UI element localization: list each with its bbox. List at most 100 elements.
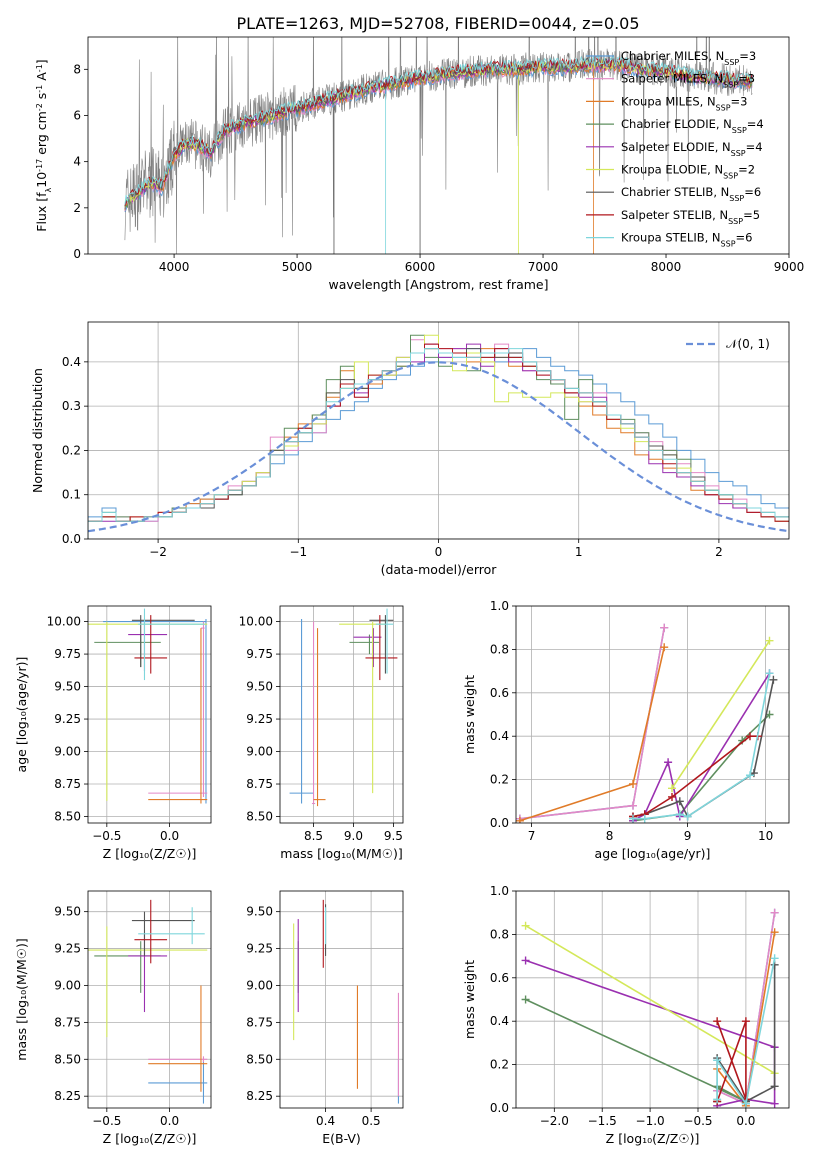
y-tick-label: 9.50 [246,905,273,919]
legend-label: Chabrier ELODIE, NSSP=4 [621,117,764,135]
y-axis-label: mass weight [462,960,477,1039]
y-tick-label: 0.2 [62,443,81,457]
x-tick-label: −0.5 [683,1114,712,1128]
legend-label: Kroupa STELIB, NSSP=6 [621,231,752,249]
x-tick-label: 8000 [651,260,682,274]
x-tick-label: 8 [606,829,614,843]
weight-line [716,1020,747,1102]
y-tick-label: 9.50 [54,680,81,694]
legend-label: Salpeter ELODIE, NSSP=4 [621,140,763,158]
y-tick-label: 9.25 [246,712,273,726]
x-tick-label: 0.0 [160,829,179,843]
y-tick-label: 9.00 [246,978,273,992]
weight-marker [660,643,669,652]
weight-line [632,713,771,822]
y-tick-label: 9.25 [246,942,273,956]
weight-marker [516,816,524,823]
y-tick-label: 9.25 [54,712,81,726]
x-tick-label: −0.5 [92,829,121,843]
y-tick-label: 2 [73,201,81,215]
weight-marker [664,758,673,767]
weight-marker [770,1082,779,1091]
weight-marker [660,623,669,632]
x-tick-label: 9000 [774,260,805,274]
weight-marker [629,779,637,788]
y-axis-label: age [log₁₀(age/yr)] [14,657,29,773]
x-tick-label: −1 [289,545,307,559]
x-tick-label: 7000 [528,260,559,274]
legend-label: Kroupa MILES, NSSP=3 [621,94,747,112]
y-tick-label: 9.00 [54,745,81,759]
y-tick-label: 8.50 [246,1052,273,1066]
plot-area-massweight_vs_Z [516,891,789,1108]
y-tick-label: 0.1 [62,488,81,502]
weight-marker [668,792,676,801]
weight-line [716,958,776,1106]
y-tick-label: 10.00 [47,615,81,629]
x-axis-label: E(B-V) [322,1131,361,1146]
y-tick-label: 0.4 [490,729,509,743]
y-tick-label: 9.00 [54,978,81,992]
y-tick-label: 0.8 [490,927,509,941]
y-tick-label: 0.6 [490,686,509,700]
y-tick-label: 8.25 [246,1089,273,1103]
y-tick-label: 8 [73,62,81,76]
y-tick-label: 0.4 [62,355,81,369]
x-tick-label: 5000 [282,260,313,274]
normal-curve-line [88,361,789,533]
y-axis-label: Flux [fλ10-17 erg cm-2 s-1 A-1] [34,59,53,231]
y-tick-label: 9.50 [246,680,273,694]
x-tick-label: 9 [684,829,692,843]
x-tick-label: −1.0 [636,1114,665,1128]
weight-marker [770,1099,779,1108]
weight-marker [770,908,779,917]
x-tick-label: 1 [575,545,583,559]
plot-area-mass_vs_ebv [280,891,403,1108]
weight-marker [668,784,676,793]
y-tick-label: 0.3 [62,399,81,413]
y-axis-label: mass [log₁₀(M/M☉)] [14,938,29,1060]
x-tick-label: −2 [149,545,167,559]
weight-marker [713,1017,722,1026]
y-tick-label: 1.0 [490,599,509,613]
x-axis-label: Z [log₁₀(Z/Z☉)] [606,1131,700,1146]
weight-marker [713,1095,722,1104]
plot-area-spectrum [124,37,753,254]
weight-marker [741,1099,750,1108]
y-tick-label: 0.8 [490,642,509,656]
weight-line [519,627,665,820]
weight-marker [741,1017,750,1026]
legend-label: Salpeter MILES, NSSP=3 [621,72,755,90]
y-tick-label: 9.75 [246,647,273,661]
x-axis-label: mass [log₁₀(M/M☉)] [280,846,402,861]
y-tick-label: 8.50 [54,810,81,824]
x-tick-label: −0.5 [92,1114,121,1128]
y-tick-label: 0.0 [490,816,509,830]
x-tick-label: 7 [528,829,536,843]
plot-area-mass_vs_Z [88,891,211,1108]
model-spectrum-line [124,54,753,205]
y-tick-label: 8.75 [54,1015,81,1029]
y-tick-label: 6 [73,108,81,122]
plot-area-massweight_vs_age [516,606,789,823]
weight-line [519,627,665,820]
weight-line [525,998,747,1103]
x-tick-label: −1.5 [588,1114,617,1128]
weight-marker [675,797,684,806]
axes-frame [87,321,790,540]
x-axis-label: Z [log₁₀(Z/Z☉)] [103,846,197,861]
legend-label: Kroupa ELODIE, NSSP=2 [621,163,755,181]
x-tick-label: 10 [758,829,773,843]
histogram-step [88,348,789,539]
y-axis-label: mass weight [462,675,477,754]
x-tick-label: 0 [435,545,443,559]
legend-label: Chabrier MILES, NSSP=3 [621,49,756,67]
axes-frame [515,890,790,1109]
y-tick-label: 9.50 [54,905,81,919]
legend-label: Chabrier STELIB, NSSP=6 [621,185,761,203]
y-axis-label: Normed distribution [30,368,45,493]
x-tick-label: 0.0 [736,1114,755,1128]
weight-marker [746,732,754,741]
weight-marker [683,812,692,821]
